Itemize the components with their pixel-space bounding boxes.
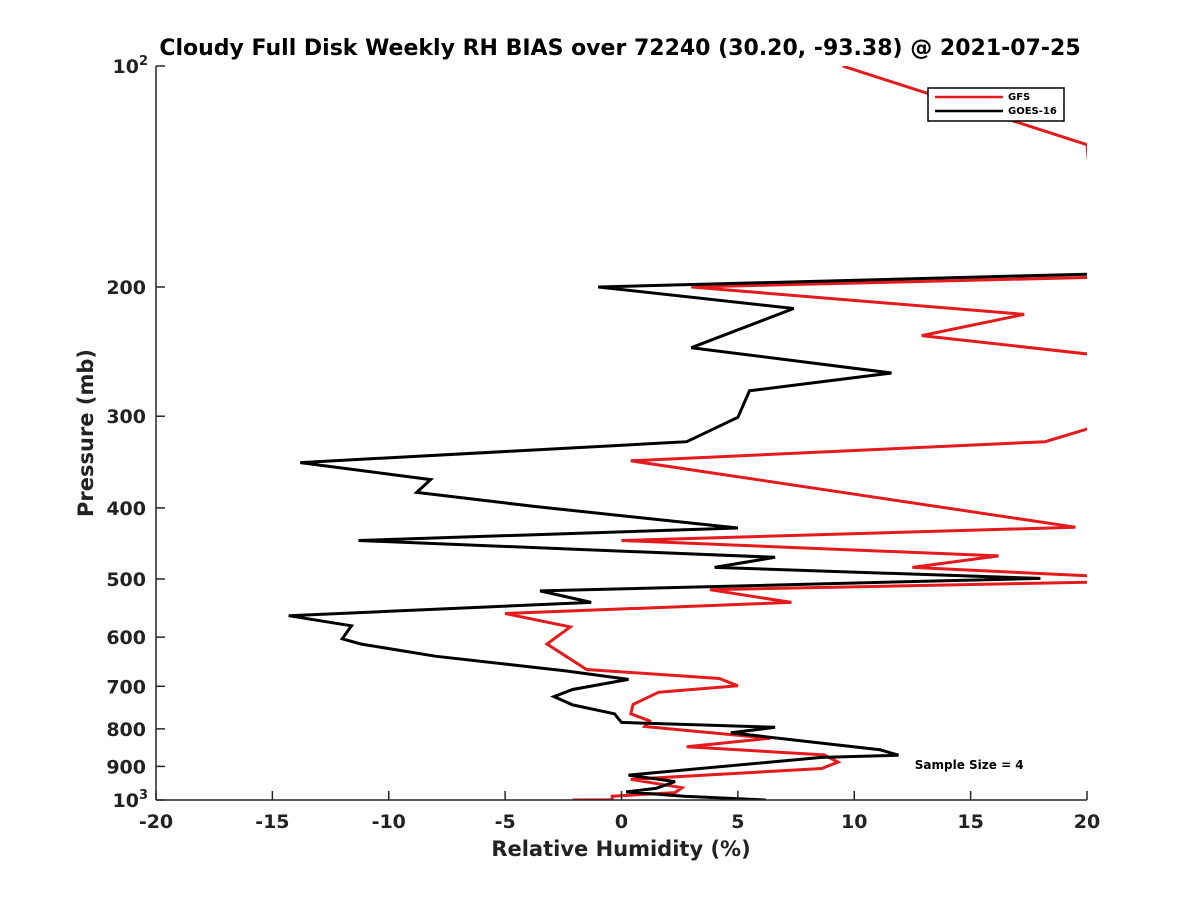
y-tick-label: 800 <box>106 719 146 741</box>
y-tick-base: 10 <box>113 790 139 812</box>
y-tick-label: 500 <box>106 569 146 591</box>
sample-size-annotation: Sample Size = 4 <box>915 758 1024 772</box>
x-tick-label: 20 <box>1074 811 1100 833</box>
y-tick-label: 700 <box>106 676 146 698</box>
y-tick-exponent: 3 <box>139 788 148 803</box>
legend-box <box>927 87 1065 122</box>
series-line-gfs <box>504 66 1087 800</box>
y-axis-label: Pressure (mb) <box>74 349 98 517</box>
x-tick-label: 0 <box>615 811 628 833</box>
chart-title: Cloudy Full Disk Weekly RH BIAS over 722… <box>159 36 1080 61</box>
legend-label-goes16: GOES-16 <box>1008 106 1057 117</box>
x-ticks: -20 -15 -10 -5 0 5 10 15 20 <box>139 791 1100 833</box>
y-tick-label: 600 <box>106 627 146 649</box>
legend-label-gfs: GFS <box>1008 92 1030 103</box>
legend: GFS GOES-16 <box>927 87 1065 122</box>
x-axis-label: Relative Humidity (%) <box>491 837 750 861</box>
x-tick-label: -5 <box>495 811 516 833</box>
y-tick-label: 200 <box>106 277 146 299</box>
x-tick-label: -15 <box>255 811 289 833</box>
y-tick-base: 10 <box>113 56 139 78</box>
x-tick-label: -20 <box>139 811 173 833</box>
y-tick-exponent: 2 <box>139 54 148 69</box>
series-line-goes16 <box>288 272 1087 800</box>
x-tick-label: -10 <box>372 811 406 833</box>
y-tick-label: 103 <box>113 788 149 812</box>
y-tick-label: 300 <box>106 406 146 428</box>
y-tick-label: 102 <box>113 54 149 78</box>
x-tick-label: 15 <box>957 811 983 833</box>
series-layer <box>288 66 1087 800</box>
x-tick-label: 5 <box>731 811 744 833</box>
y-tick-label: 900 <box>106 756 146 778</box>
x-tick-label: 10 <box>841 811 867 833</box>
y-tick-label: 400 <box>106 498 146 520</box>
